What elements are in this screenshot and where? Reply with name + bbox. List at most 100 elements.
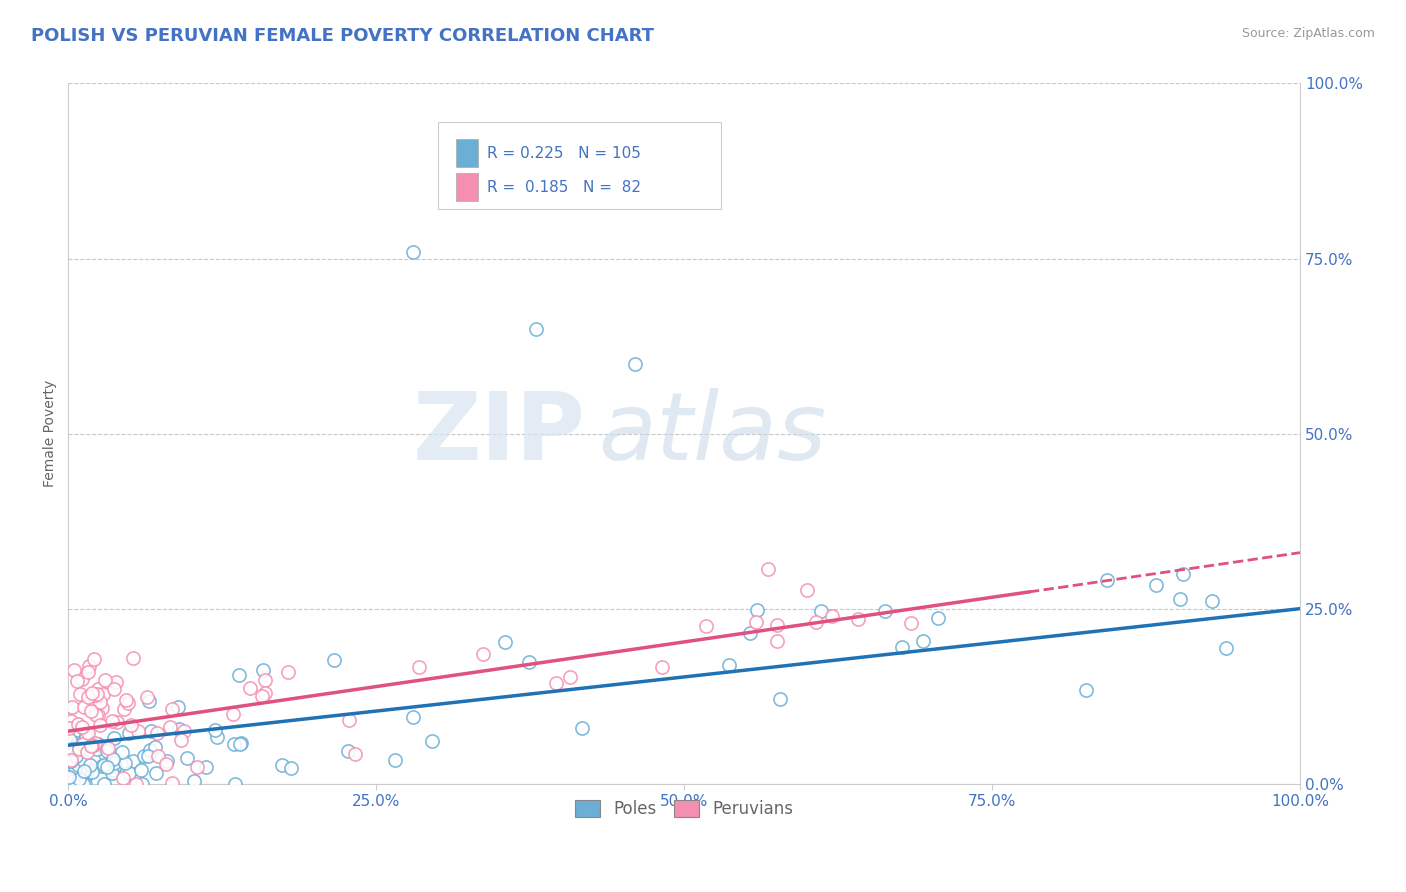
Point: [571, 722, 593, 736]
Point: [118, 726, 141, 740]
Point: [73, 700, 96, 714]
Point: [873, 604, 896, 618]
Point: [94, 747, 117, 761]
Point: [63, 664, 86, 678]
Point: [93, 777, 115, 791]
Point: [67, 738, 90, 752]
Point: [1168, 592, 1191, 607]
Point: [59, 742, 82, 756]
Point: [104, 758, 127, 772]
Point: [651, 659, 673, 673]
Point: [65, 756, 87, 771]
Point: [132, 748, 155, 763]
Point: [90, 701, 112, 715]
Point: [111, 771, 134, 785]
Point: [62, 774, 84, 789]
Point: [402, 710, 425, 724]
Point: [60, 747, 83, 761]
Point: [143, 739, 166, 754]
Point: [76, 726, 98, 740]
Point: [91, 687, 114, 701]
Point: [103, 681, 125, 696]
Point: [224, 737, 246, 751]
Point: [927, 611, 949, 625]
Point: [104, 674, 127, 689]
Bar: [456, 139, 478, 168]
Point: [745, 603, 768, 617]
Point: [253, 686, 276, 700]
Point: [66, 763, 89, 777]
Point: [75, 771, 97, 785]
Point: [228, 668, 250, 682]
Point: [100, 714, 122, 728]
Point: [60, 758, 83, 772]
Point: [82, 765, 104, 780]
Point: [69, 756, 91, 770]
Point: [70, 720, 93, 734]
Point: [67, 742, 90, 756]
Text: atlas: atlas: [598, 388, 827, 479]
Point: [80, 739, 103, 754]
Point: [131, 777, 153, 791]
Point: [122, 754, 145, 768]
Point: [146, 726, 169, 740]
Point: [166, 700, 188, 714]
Point: [558, 670, 581, 684]
Point: [768, 691, 790, 706]
Point: [96, 744, 118, 758]
Point: [224, 777, 246, 791]
Point: [695, 619, 717, 633]
Point: [280, 761, 302, 775]
Point: [69, 687, 91, 701]
Point: [120, 718, 142, 732]
Point: [384, 753, 406, 767]
Point: [173, 724, 195, 739]
Point: [112, 701, 135, 715]
Point: [77, 665, 100, 680]
Point: [846, 612, 869, 626]
Point: [127, 724, 149, 739]
Text: ZIP: ZIP: [413, 388, 585, 480]
FancyBboxPatch shape: [437, 122, 721, 210]
Point: [804, 615, 827, 629]
Point: [252, 664, 274, 678]
Point: [97, 741, 120, 756]
Point: [494, 635, 516, 649]
Y-axis label: Female Poverty: Female Poverty: [44, 380, 58, 487]
Point: [83, 738, 105, 752]
Point: [65, 777, 87, 791]
Point: [84, 688, 107, 702]
Point: [60, 700, 83, 714]
Point: [117, 696, 139, 710]
Text: R =  0.185   N =  82: R = 0.185 N = 82: [486, 179, 641, 194]
Text: R = 0.225   N = 105: R = 0.225 N = 105: [486, 146, 641, 161]
Point: [738, 625, 761, 640]
Point: [67, 764, 90, 779]
Point: [125, 777, 148, 791]
Point: [195, 760, 218, 774]
Point: [337, 744, 360, 758]
Point: [103, 756, 125, 770]
Bar: [456, 173, 478, 201]
Point: [718, 657, 741, 672]
Point: [159, 720, 181, 734]
Point: [86, 741, 108, 756]
Point: [118, 766, 141, 780]
Point: [101, 752, 124, 766]
Point: [75, 777, 97, 791]
Point: [82, 739, 104, 753]
Point: [765, 634, 787, 648]
Point: [160, 702, 183, 716]
Point: [408, 660, 430, 674]
Point: [1201, 593, 1223, 607]
Point: [420, 734, 443, 748]
Point: [59, 754, 82, 768]
Point: [83, 736, 105, 750]
Point: [80, 704, 103, 718]
Point: [65, 749, 87, 764]
Point: [62, 752, 84, 766]
Point: [524, 321, 547, 335]
Point: [77, 690, 100, 704]
Point: [546, 676, 568, 690]
Point: [72, 777, 94, 791]
